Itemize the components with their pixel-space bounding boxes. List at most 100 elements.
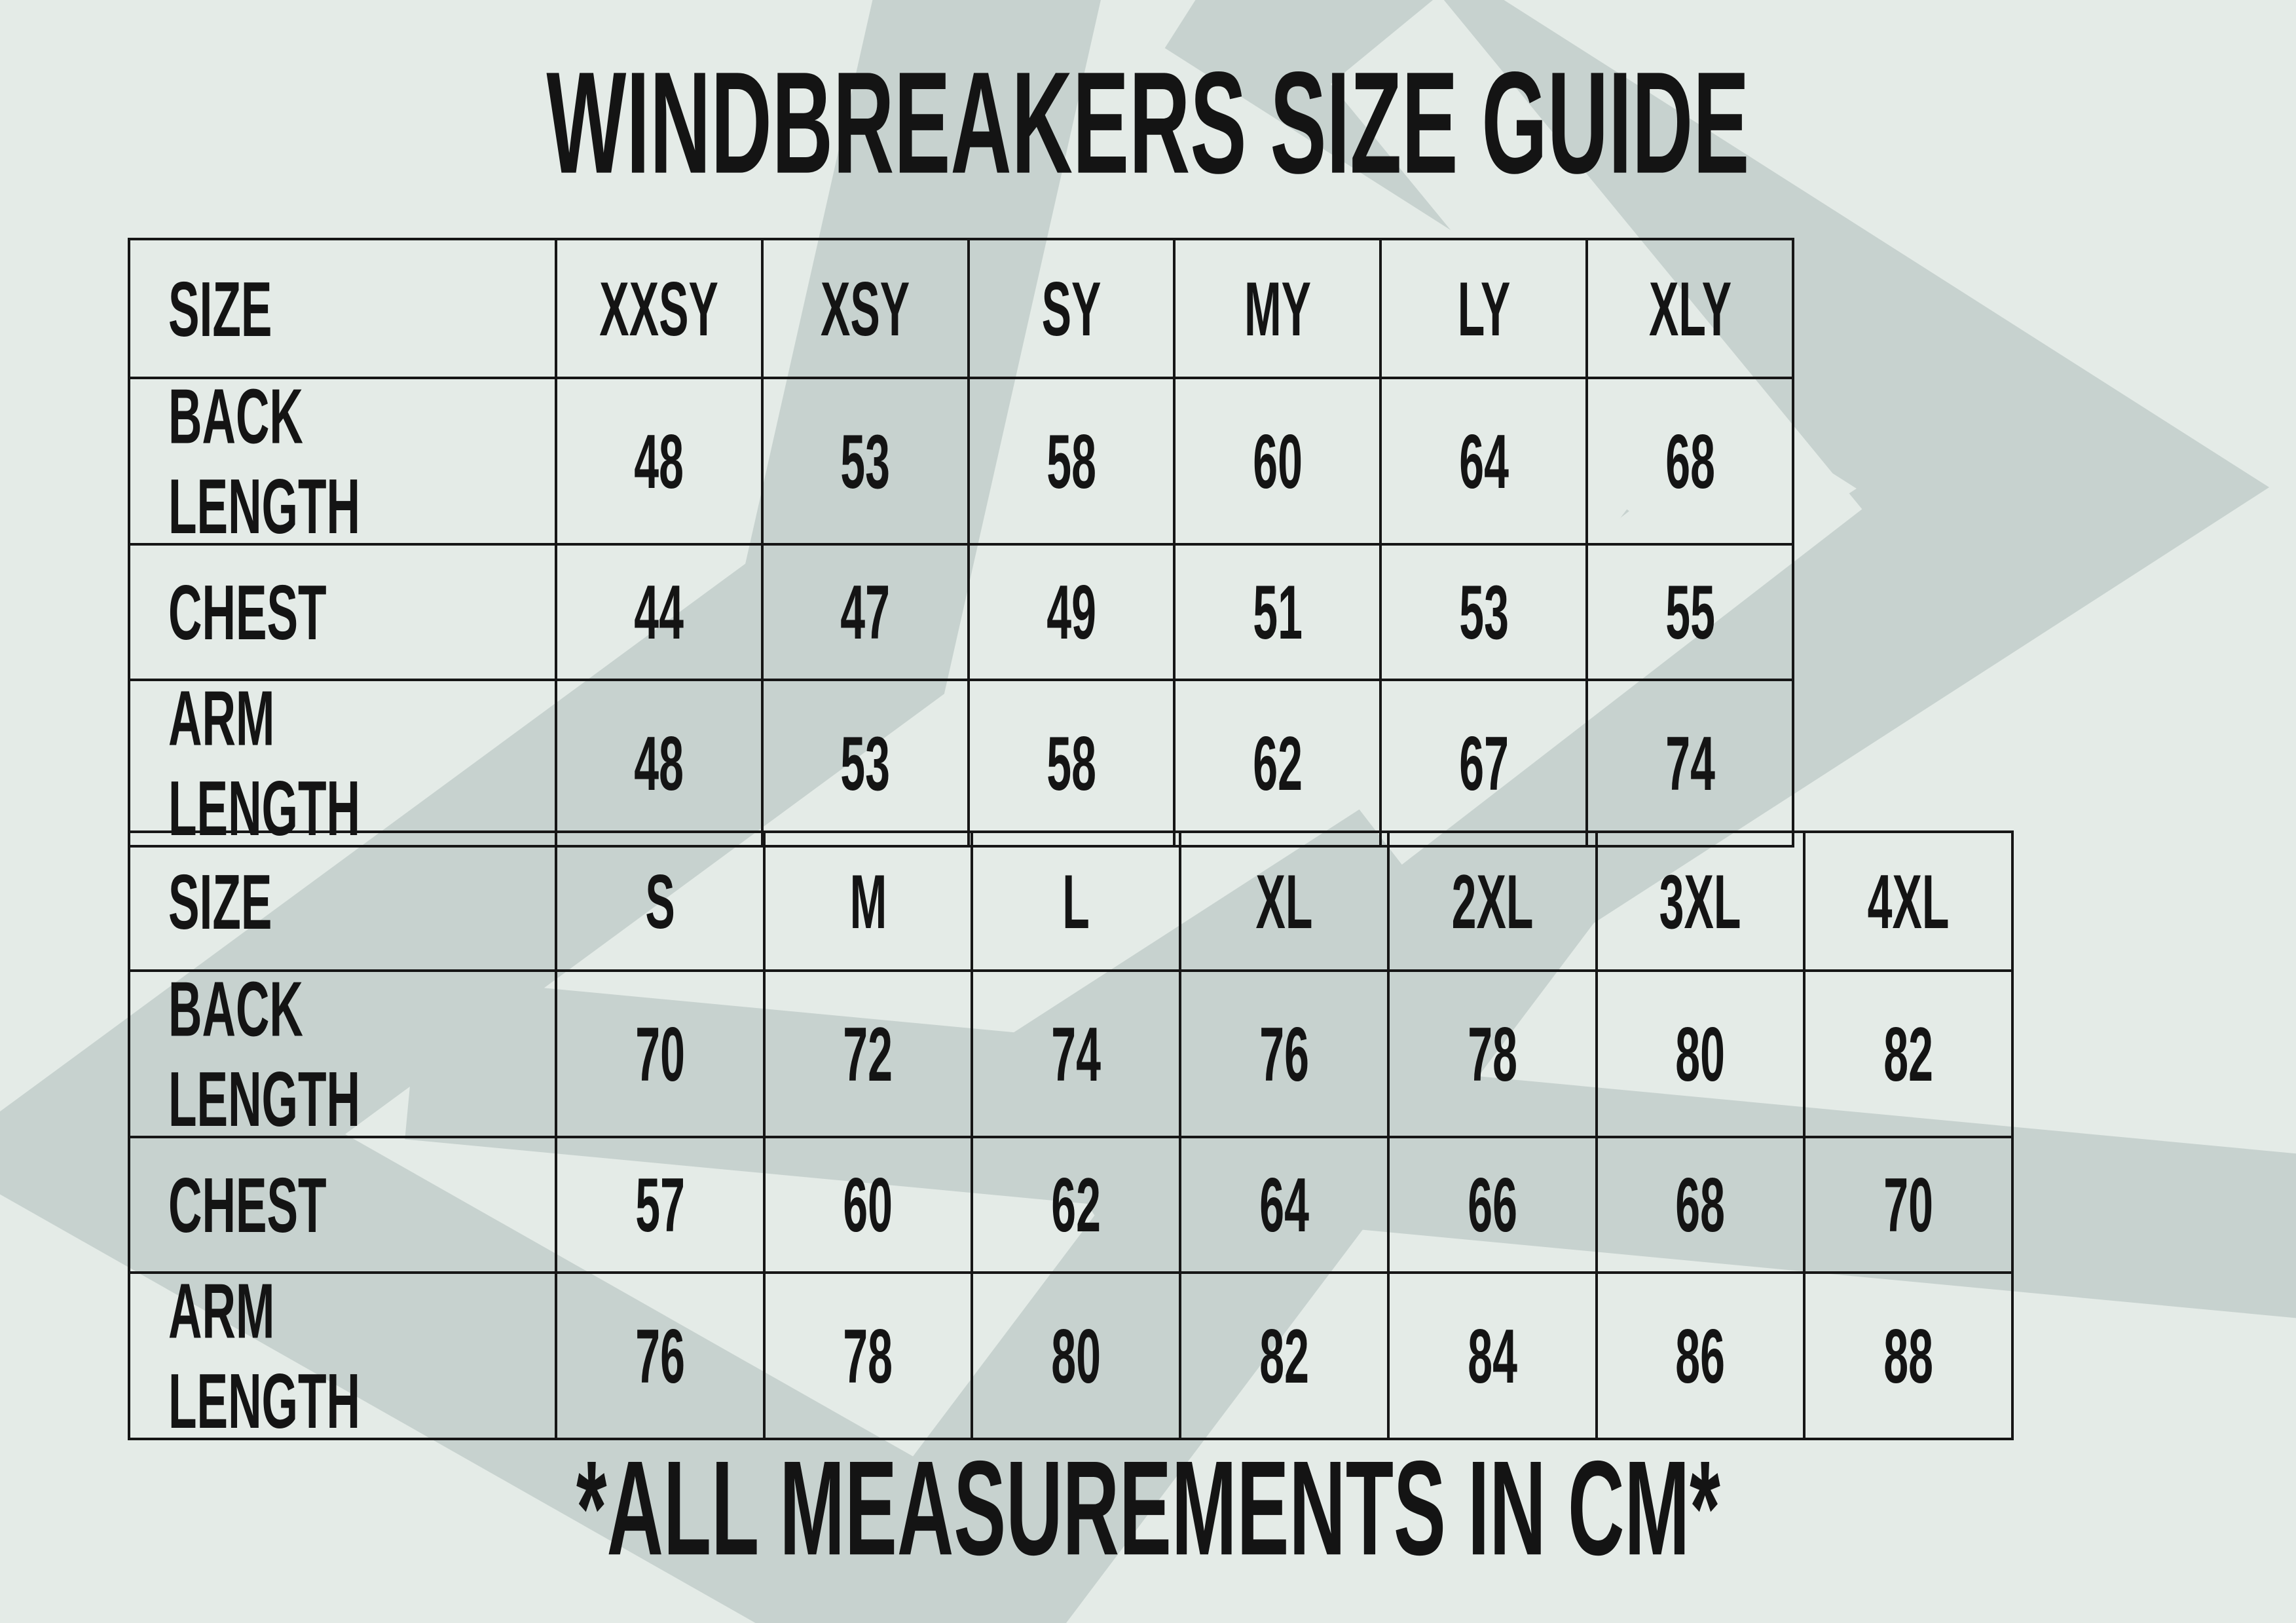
- measurement-cell: 68: [1585, 377, 1794, 546]
- column-header: 3XL: [1595, 830, 1806, 972]
- measurement-cell: 66: [1386, 1136, 1598, 1274]
- measurement-cell: 62: [971, 1136, 1182, 1274]
- measurement-cell: 47: [760, 543, 970, 681]
- cell-text: 74: [1051, 1011, 1102, 1097]
- row-label: CHEST: [128, 1136, 557, 1274]
- cell-text: 57: [635, 1162, 685, 1248]
- cell-text: 70: [1883, 1162, 1933, 1248]
- measurement-cell: 55: [1585, 543, 1794, 681]
- cell-text: 62: [1051, 1162, 1102, 1248]
- cell-text: M: [849, 858, 887, 944]
- column-header: L: [971, 830, 1182, 972]
- cell-text: 84: [1467, 1313, 1517, 1399]
- measurement-cell: 53: [760, 377, 970, 546]
- measurement-cell: 78: [762, 1271, 974, 1440]
- cell-text: SIZE: [168, 857, 272, 945]
- measurement-cell: 57: [555, 1136, 766, 1274]
- row-label: CHEST: [128, 543, 557, 681]
- measurement-cell: 64: [1179, 1136, 1390, 1274]
- cell-text: MY: [1244, 265, 1311, 352]
- column-header: XL: [1179, 830, 1390, 972]
- measurement-cell: 72: [762, 969, 974, 1138]
- table-row: CHEST 44 47 49 51 53 55: [128, 543, 1794, 681]
- row-label: ARM LENGTH: [128, 679, 557, 848]
- cell-text: 78: [843, 1313, 893, 1399]
- cell-text: 4XL: [1867, 858, 1950, 944]
- measurement-cell: 58: [967, 679, 1176, 848]
- cell-text: BACK LENGTH: [168, 378, 361, 544]
- column-header: 2XL: [1386, 830, 1598, 972]
- cell-text: CHEST: [168, 1161, 327, 1249]
- cell-text: 60: [1253, 418, 1303, 504]
- cell-text: 55: [1665, 569, 1715, 655]
- row-label: ARM LENGTH: [128, 1271, 557, 1440]
- cell-text: XLY: [1648, 265, 1731, 352]
- column-header: XXSY: [555, 238, 764, 379]
- column-header: SY: [967, 238, 1176, 379]
- cell-text: 68: [1675, 1162, 1726, 1248]
- cell-text: 62: [1253, 720, 1303, 806]
- cell-text: 80: [1675, 1011, 1726, 1097]
- cell-text: XSY: [821, 265, 910, 352]
- cell-text: 82: [1259, 1313, 1309, 1399]
- measurement-cell: 74: [971, 969, 1182, 1138]
- cell-text: 76: [635, 1313, 685, 1399]
- youth-size-table: SIZE XXSY XSY SY MY LY XLY BACK LENGTH 48 53 58 60 6…: [128, 238, 1794, 848]
- cell-text: 53: [1458, 569, 1509, 655]
- column-header: LY: [1379, 238, 1589, 379]
- cell-text: 53: [840, 720, 891, 806]
- cell-text: 44: [634, 569, 684, 655]
- measurement-cell: 53: [1379, 543, 1589, 681]
- cell-text: 53: [840, 418, 891, 504]
- page-title-text: WINDBREAKERS SIZE GUIDE: [546, 41, 1750, 204]
- measurement-cell: 70: [1803, 1136, 2014, 1274]
- table-row: ARM LENGTH 76 78 80 82 84 86 88: [128, 1271, 2014, 1440]
- adult-size-table: SIZE S M L XL 2XL 3XL 4XL BACK LENGTH 70 72 74 76 78 8…: [128, 830, 2014, 1440]
- cell-text: 78: [1467, 1011, 1517, 1097]
- cell-text: 67: [1458, 720, 1509, 806]
- measurement-cell: 76: [555, 1271, 766, 1440]
- measurement-cell: 44: [555, 543, 764, 681]
- measurement-cell: 64: [1379, 377, 1589, 546]
- measurement-cell: 68: [1595, 1136, 1806, 1274]
- column-header: M: [762, 830, 974, 972]
- column-header: MY: [1173, 238, 1382, 379]
- table-row: ARM LENGTH 48 53 58 62 67 74: [128, 679, 1794, 848]
- measurement-cell: 51: [1173, 543, 1382, 681]
- measurement-cell: 67: [1379, 679, 1589, 848]
- cell-text: 48: [634, 418, 684, 504]
- cell-text: 60: [843, 1162, 893, 1248]
- measurement-cell: 82: [1179, 1271, 1390, 1440]
- cell-text: S: [645, 858, 675, 944]
- cell-text: 82: [1883, 1011, 1933, 1097]
- measurement-cell: 58: [967, 377, 1176, 546]
- cell-text: SY: [1041, 265, 1102, 352]
- table-row: BACK LENGTH 48 53 58 60 64 68: [128, 377, 1794, 546]
- measurement-cell: 76: [1179, 969, 1390, 1138]
- measurement-cell: 80: [971, 1271, 1182, 1440]
- measurement-cell: 60: [762, 1136, 974, 1274]
- cell-text: XXSY: [599, 265, 719, 352]
- cell-text: 48: [634, 720, 684, 806]
- cell-text: 66: [1467, 1162, 1517, 1248]
- cell-text: ARM LENGTH: [168, 680, 361, 846]
- page-title: WINDBREAKERS SIZE GUIDE: [0, 50, 2296, 195]
- measurement-cell: 80: [1595, 969, 1806, 1138]
- cell-text: 88: [1883, 1313, 1933, 1399]
- cell-text: CHEST: [168, 568, 327, 656]
- cell-text: 72: [843, 1011, 893, 1097]
- cell-text: ARM LENGTH: [168, 1273, 361, 1439]
- cell-text: 64: [1458, 418, 1509, 504]
- cell-text: L: [1062, 858, 1090, 944]
- header-row: SIZE S M L XL 2XL 3XL 4XL: [128, 830, 2014, 972]
- cell-text: 58: [1046, 418, 1096, 504]
- table-row: BACK LENGTH 70 72 74 76 78 80 82: [128, 969, 2014, 1138]
- measurement-cell: 88: [1803, 1271, 2014, 1440]
- footer-note-text: *ALL MEASUREMENTS IN CM*: [576, 1433, 1720, 1584]
- cell-text: BACK LENGTH: [168, 971, 361, 1137]
- measurement-cell: 84: [1386, 1271, 1598, 1440]
- measurement-cell: 62: [1173, 679, 1382, 848]
- measurement-cell: 53: [760, 679, 970, 848]
- cell-text: XL: [1255, 858, 1313, 944]
